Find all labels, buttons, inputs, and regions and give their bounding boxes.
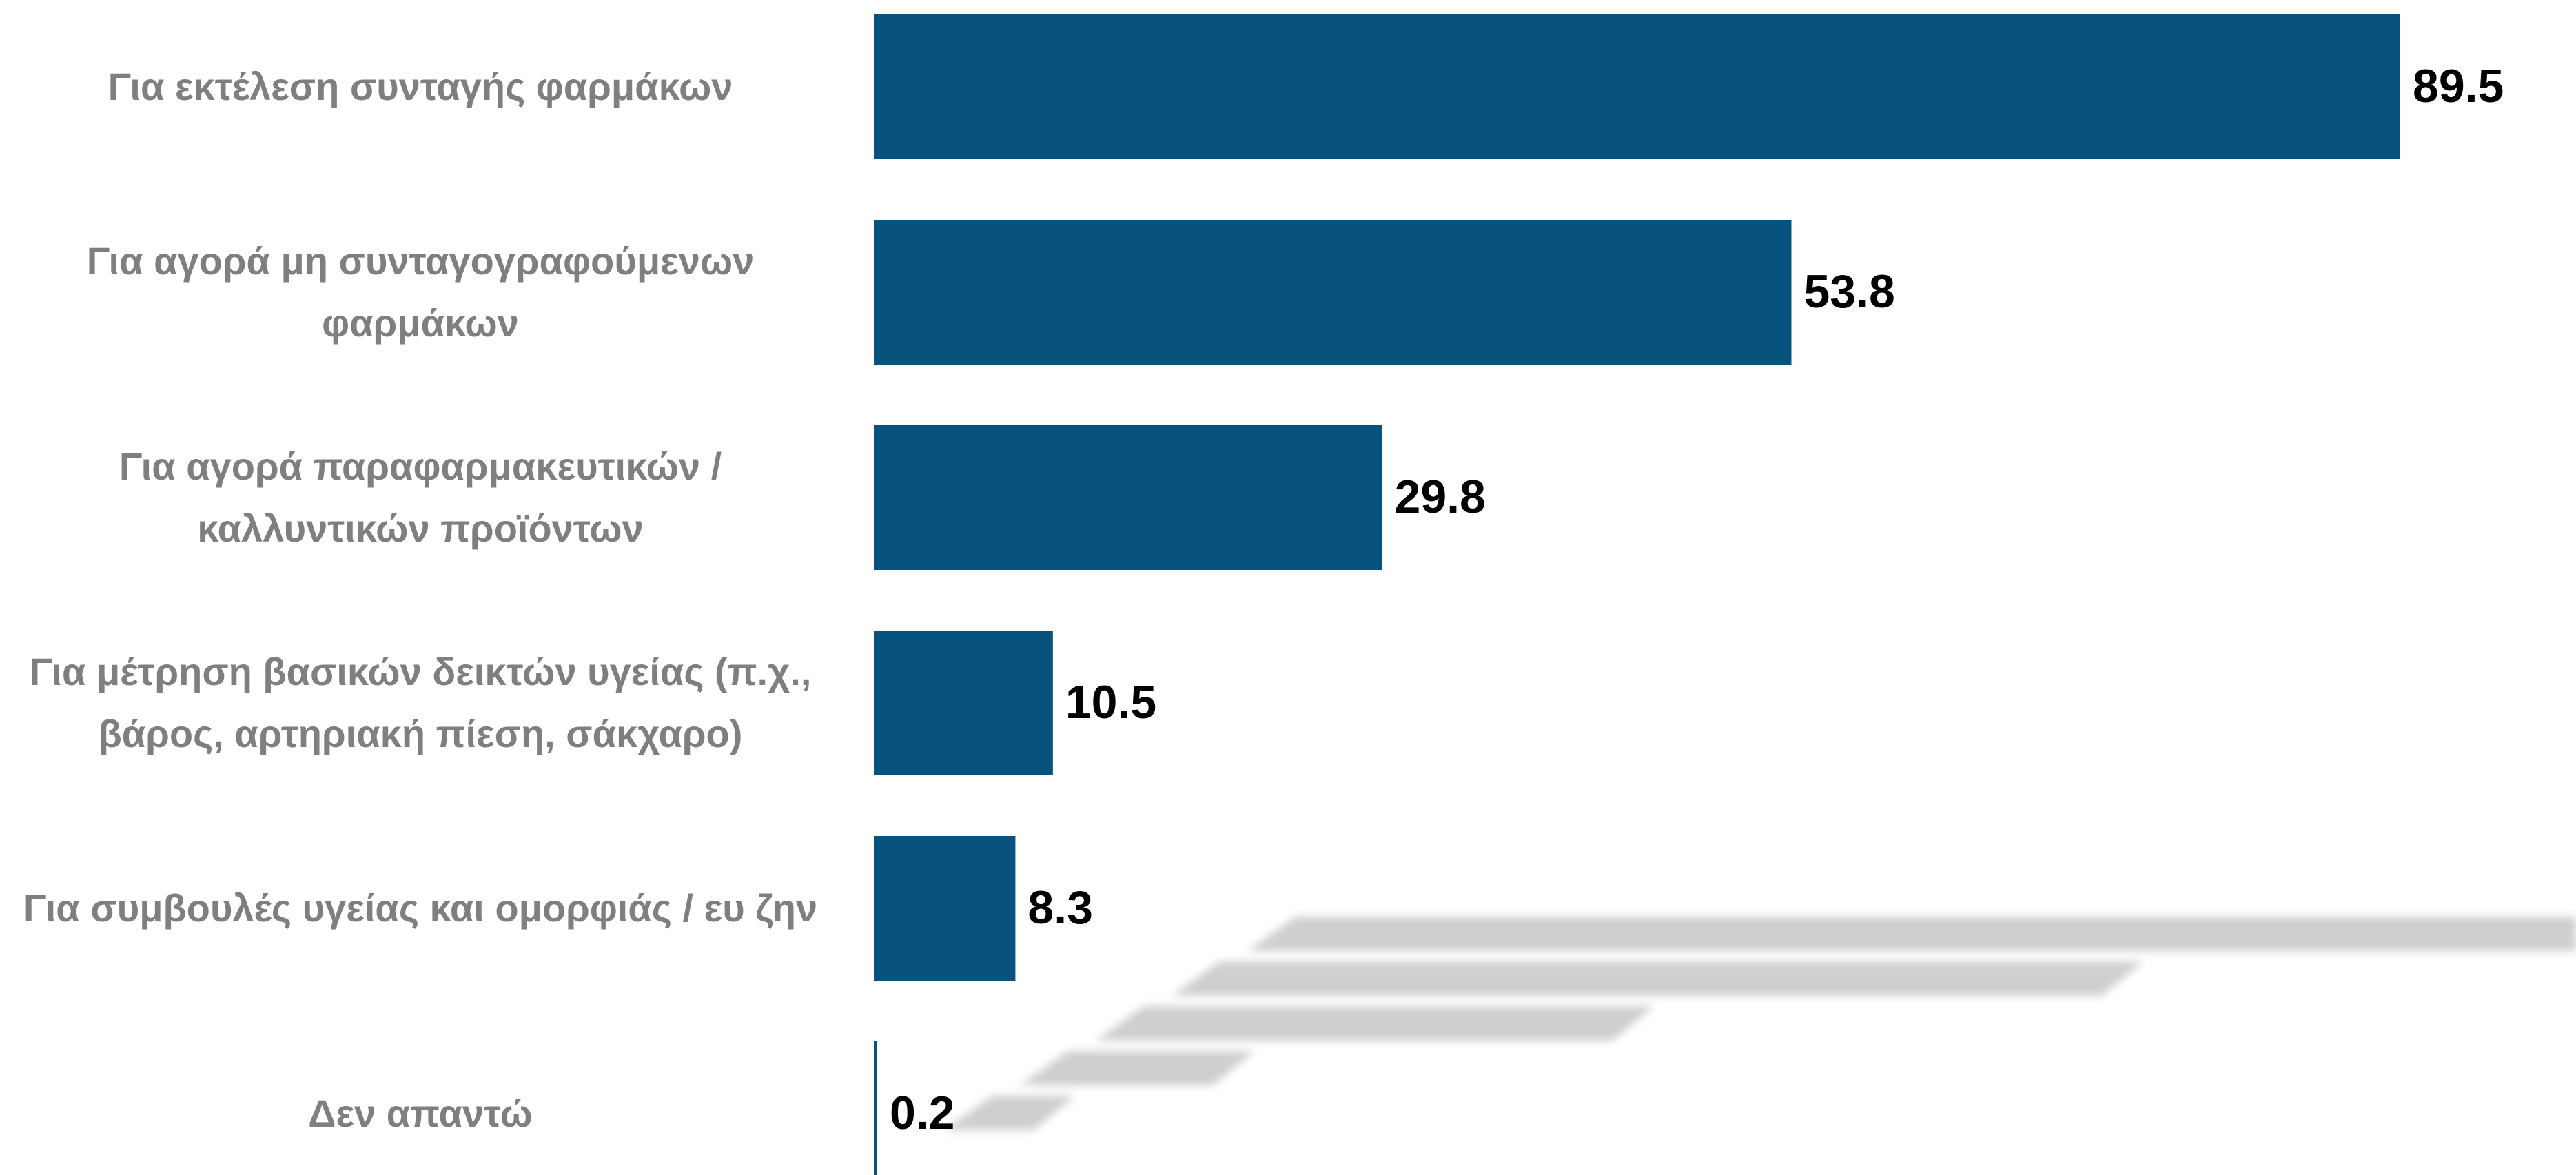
value-label: 29.8 <box>1395 471 1486 523</box>
category-label: Για συμβουλές υγείας και ομορφιάς / ευ ζ… <box>23 886 818 930</box>
bar <box>874 1041 877 1175</box>
value-label: 8.3 <box>1028 881 1093 934</box>
decoration <box>944 917 2576 1130</box>
bar <box>874 631 1053 775</box>
category-label: Για αγορά μη συνταγογραφούμενων φαρμάκων <box>86 239 755 345</box>
value-label: 0.2 <box>890 1087 955 1139</box>
category-label: Για αγορά παραφαρμακευτικών / καλλυντικώ… <box>119 445 722 550</box>
value-label: 10.5 <box>1065 676 1156 728</box>
category-label: Δεν απαντώ <box>308 1092 533 1135</box>
bar <box>874 220 1792 365</box>
bar <box>874 836 1016 981</box>
category-label: Για εκτέλεση συνταγής φαρμάκων <box>108 65 733 108</box>
value-label: 53.8 <box>1803 265 1894 318</box>
bar <box>874 425 1382 570</box>
category-label: Για μέτρηση βασικών δεικτών υγείας (π.χ.… <box>29 650 812 755</box>
bar <box>874 14 2400 159</box>
value-label: 89.5 <box>2413 60 2504 112</box>
